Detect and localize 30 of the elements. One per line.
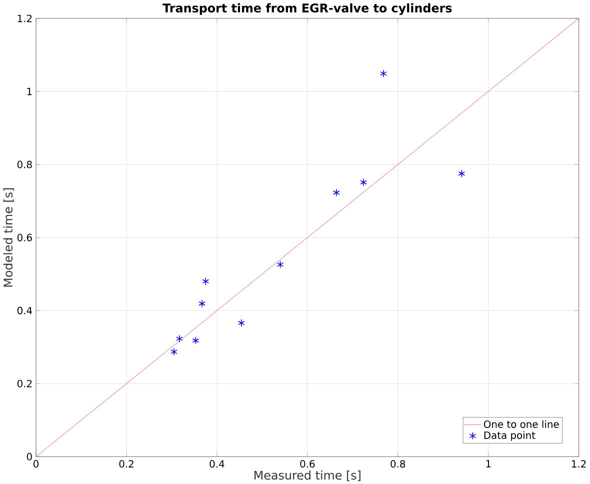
- point: [238, 318, 245, 327]
- y-tick-label: 1: [27, 88, 32, 95]
- x-tick-label: 0: [34, 460, 39, 468]
- x-tick-label: 0.2: [119, 460, 134, 468]
- point: [170, 348, 178, 356]
- chart-title: Transport time from EGR-valve to cylinders: [162, 3, 452, 15]
- point: [192, 336, 200, 344]
- y-tick-label: 0: [26, 452, 32, 460]
- y-tick-label: 0.4: [17, 306, 32, 314]
- point: [458, 170, 466, 178]
- point: [202, 277, 210, 286]
- x-tick-label: 1: [486, 460, 491, 468]
- point: [380, 69, 387, 78]
- x-tick-label: 0.4: [210, 460, 224, 468]
- point: [332, 188, 340, 196]
- y-tick-label: 0.2: [17, 380, 32, 388]
- legend-label: One to one line: [484, 420, 559, 428]
- x-tick-label: 1.2: [572, 460, 586, 468]
- legend-label: Data point: [484, 431, 536, 441]
- y-tick-label: 0.6: [17, 234, 32, 242]
- x-tick-label: 0.8: [390, 460, 406, 468]
- y-tick-label: 1.2: [18, 14, 32, 22]
- x-axis-title: Measured time [s]: [254, 470, 360, 481]
- point: [198, 300, 206, 308]
- x-tick-label: 0.6: [300, 460, 315, 468]
- point: [176, 334, 183, 342]
- point: [360, 178, 367, 186]
- y-tick-label: 0.8: [17, 160, 32, 168]
- y-axis-title: Modeled time [s]: [3, 188, 14, 286]
- point: [276, 260, 284, 268]
